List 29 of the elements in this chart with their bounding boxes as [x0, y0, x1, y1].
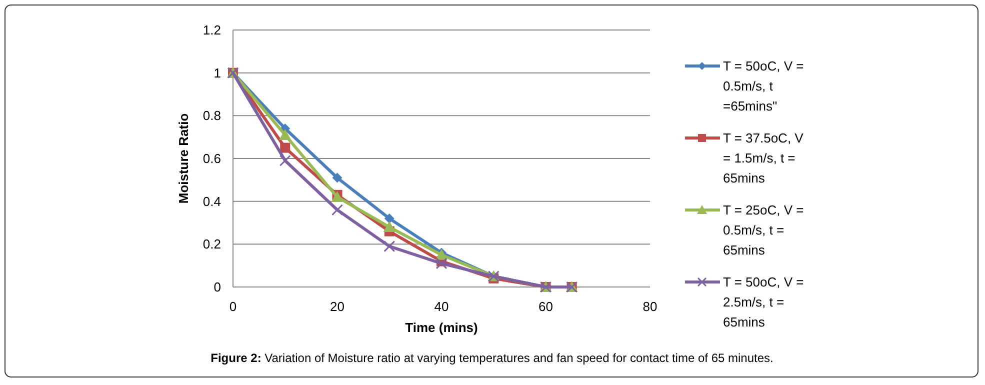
- legend-label: T = 50oC, V = 2.5m/s, t = 65mins: [723, 274, 804, 330]
- x-tick-label: 60: [538, 299, 553, 314]
- legend-label: T = 37.5oC, V = 1.5m/s, t = 65mins: [723, 130, 804, 186]
- point: [383, 221, 396, 232]
- y-tick-label: 0.2: [202, 236, 221, 252]
- point: [332, 204, 343, 216]
- x-tick-label: 40: [434, 299, 449, 314]
- y-tick-label: 0.6: [202, 151, 221, 166]
- y-tick-label: 1: [214, 65, 221, 80]
- y-tick-label: 0.8: [202, 108, 221, 124]
- y-tick-label: 0.4: [202, 194, 221, 209]
- point: [280, 142, 290, 153]
- x-axis-title: Time (mins): [405, 320, 478, 335]
- point: [332, 172, 342, 183]
- point: [384, 240, 396, 252]
- point: [384, 213, 394, 224]
- y-tick-label: 0: [214, 280, 221, 295]
- legend-label: T = 25oC, V = 0.5m/s, t = 65mins: [723, 202, 804, 258]
- y-tick-label: 1.2: [202, 22, 221, 38]
- point: [436, 258, 448, 270]
- caption: Figure 2: Variation of Moisture ratio at varying temperatures and fan speed for contact time of 65 minutes.: [210, 351, 774, 365]
- x-tick-label: 0: [229, 299, 237, 314]
- point: [279, 154, 291, 166]
- x-tick-label: 80: [642, 299, 658, 314]
- legend-label: T = 50oC, V = 0.5m/s, t =65mins": [723, 58, 804, 114]
- point: [331, 191, 344, 202]
- y-axis-title: Moisture Ratio: [176, 113, 191, 204]
- point: [279, 128, 292, 140]
- x-tick-label: 20: [330, 299, 344, 314]
